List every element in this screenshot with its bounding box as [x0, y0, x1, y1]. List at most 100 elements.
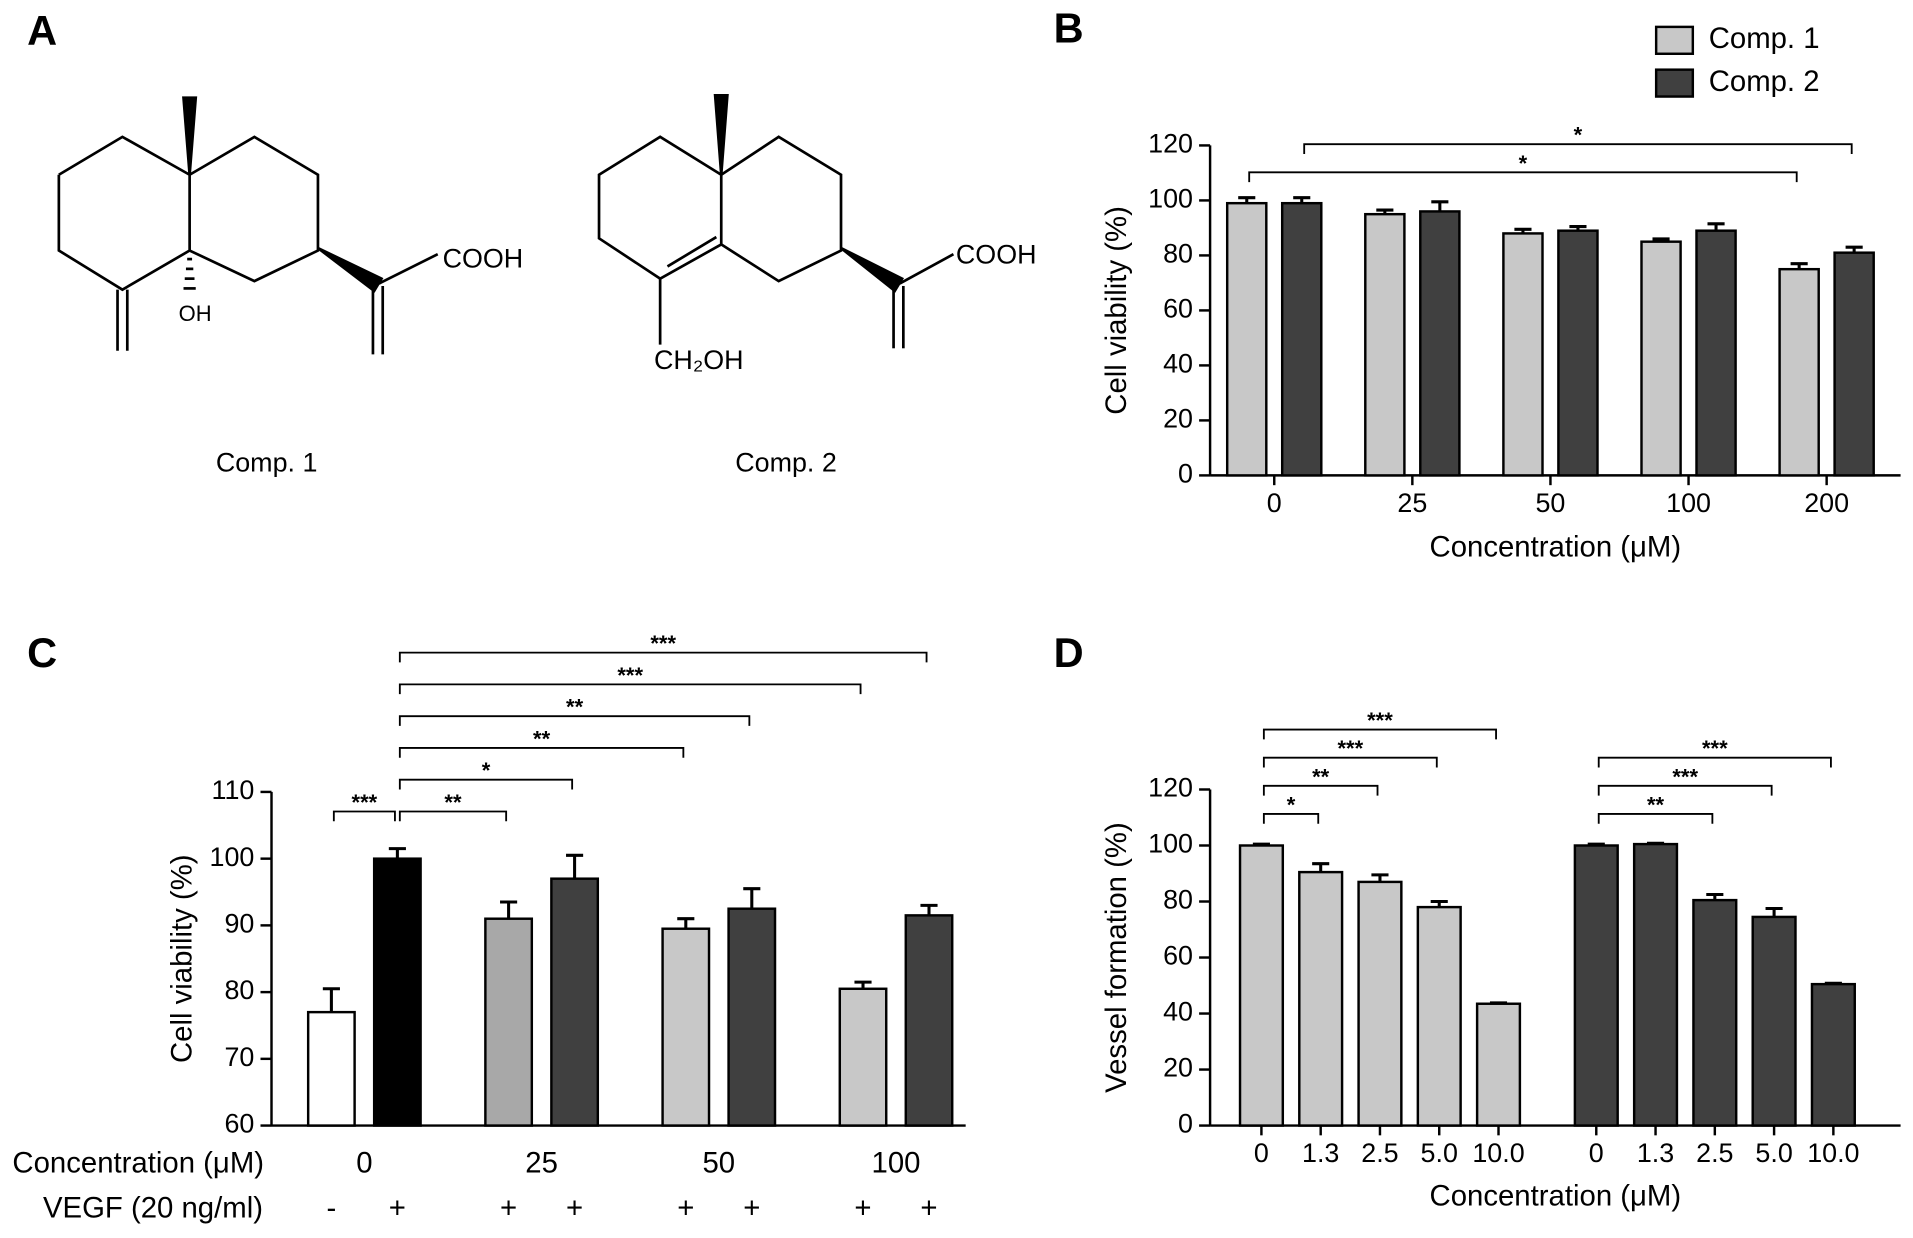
bar	[1475, 1002, 1522, 1127]
significance-bracket	[398, 810, 508, 822]
significance-label: *	[1519, 151, 1528, 176]
y-tick-label: 0	[1178, 1109, 1193, 1139]
legend-label: Comp. 1	[1709, 22, 1820, 55]
significance-label: **	[566, 695, 584, 720]
significance-bracket	[398, 651, 928, 663]
bar	[1502, 232, 1544, 477]
ring	[597, 135, 723, 281]
compound-name: Comp. 2	[735, 447, 837, 477]
x-tick-label: 200	[1804, 488, 1849, 518]
group-label: COOH	[443, 243, 524, 273]
wedge-bond	[840, 246, 905, 293]
significance-label: ***	[352, 790, 378, 815]
bar	[1238, 844, 1285, 1127]
legend-label: Comp. 2	[1709, 65, 1820, 98]
bar	[1632, 842, 1679, 1127]
x-tick-label: 10.0	[1472, 1138, 1524, 1168]
significance-bracket	[332, 810, 396, 822]
y-tick-label: 0	[1178, 458, 1193, 488]
y-tick-label: 90	[224, 908, 254, 938]
significance-bracket	[398, 715, 751, 726]
bond	[666, 235, 718, 268]
bar	[306, 1010, 356, 1127]
ring	[720, 135, 843, 283]
panel-a: A COOH OH Comp. 1	[27, 7, 1036, 477]
compound-name: Comp. 1	[216, 447, 318, 477]
y-tick-label: 20	[1163, 1053, 1193, 1083]
bar	[1751, 915, 1797, 1127]
significance-label: *	[482, 758, 491, 783]
bar	[904, 914, 954, 1127]
significance-label: ***	[1702, 736, 1728, 761]
bond	[378, 252, 439, 285]
significance-bracket	[1597, 784, 1773, 796]
row-category: +	[854, 1192, 871, 1225]
y-tick-label: 100	[210, 842, 255, 872]
x-tick-label: 5.0	[1755, 1138, 1792, 1168]
bar	[1778, 267, 1820, 477]
significance-label: **	[533, 726, 551, 751]
bar	[727, 907, 777, 1127]
significance-label: ***	[1672, 764, 1698, 789]
y-tick-label: 60	[224, 1109, 254, 1139]
y-axis-label: Cell viability (%)	[1100, 206, 1133, 415]
row-category: 100	[872, 1146, 921, 1179]
bar	[484, 917, 534, 1127]
significance-label: ***	[1367, 708, 1393, 733]
significance-bracket	[1262, 813, 1320, 824]
significance-label: *	[1287, 792, 1296, 817]
significance-bracket	[1262, 756, 1438, 768]
row-category: 0	[356, 1146, 372, 1179]
y-tick-label: 80	[224, 975, 254, 1005]
legend-swatch	[1654, 68, 1695, 98]
row-category: +	[566, 1192, 583, 1225]
bar	[1810, 982, 1856, 1127]
significance-bracket	[1248, 171, 1798, 183]
x-tick-label: 10.0	[1807, 1138, 1859, 1168]
row-label: VEGF (20 ng/ml)	[43, 1192, 263, 1225]
group-label: OH	[179, 301, 212, 326]
x-tick-label: 100	[1666, 488, 1711, 518]
significance-bracket	[398, 747, 685, 758]
y-tick-label: 80	[1163, 239, 1193, 269]
significance-bracket	[398, 683, 862, 695]
y-tick-label: 40	[1163, 997, 1193, 1027]
x-tick-label: 1.3	[1302, 1138, 1339, 1168]
panel-label: D	[1054, 629, 1084, 676]
y-tick-label: 20	[1163, 404, 1193, 434]
structure-1: COOH OH Comp. 1	[57, 96, 524, 477]
y-tick-label: 100	[1148, 829, 1193, 859]
bar	[372, 857, 422, 1127]
bar	[1298, 870, 1344, 1127]
x-axis-label: Concentration (μM)	[1430, 530, 1682, 563]
panel-label: A	[27, 7, 57, 54]
bar	[1573, 844, 1619, 1127]
y-tick-label: 110	[212, 775, 255, 805]
y-tick-label: 120	[1148, 129, 1193, 159]
row-category: +	[920, 1192, 937, 1225]
row-category: +	[389, 1192, 406, 1225]
y-tick-label: 60	[1163, 294, 1193, 324]
row-category: +	[677, 1192, 694, 1225]
wedge-bond	[317, 246, 384, 293]
y-tick-label: 60	[1163, 941, 1193, 971]
significance-label: *	[1574, 123, 1583, 148]
significance-bracket	[1262, 784, 1379, 796]
y-tick-label: 40	[1163, 349, 1193, 379]
group-label: COOH	[956, 240, 1037, 270]
bar	[1833, 251, 1875, 477]
y-tick-label: 100	[1148, 184, 1193, 214]
x-tick-label: 2.5	[1696, 1138, 1733, 1168]
x-tick-label: 1.3	[1637, 1138, 1674, 1168]
significance-bracket	[1597, 813, 1714, 824]
panel-label: C	[27, 629, 57, 676]
row-category: 25	[525, 1146, 558, 1179]
row-category: +	[500, 1192, 517, 1225]
significance-bracket	[398, 778, 574, 790]
row-label: Concentration (μM)	[12, 1146, 264, 1179]
methyl-wedge	[182, 96, 198, 175]
bar	[1225, 201, 1268, 477]
y-axis-label: Vessel formation (%)	[1100, 822, 1133, 1093]
bar	[1416, 905, 1462, 1127]
